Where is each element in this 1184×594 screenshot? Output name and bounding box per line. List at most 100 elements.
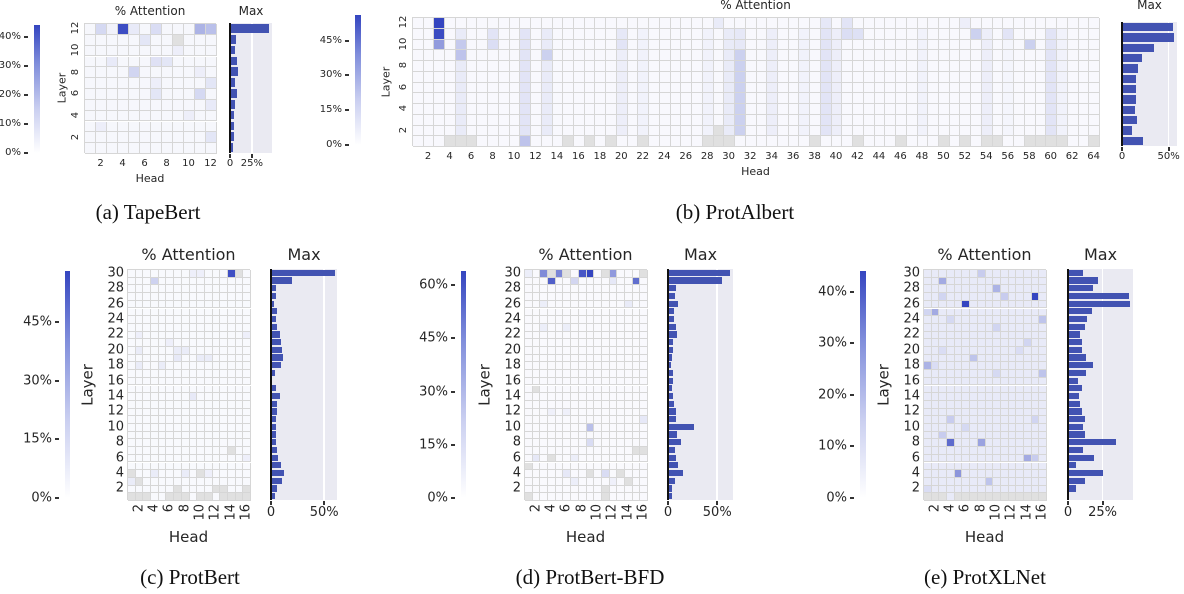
heatmap-cell [735,114,746,126]
heatmap-cell [885,93,897,104]
heatmap-cell [624,308,633,317]
heatmap-cell [563,447,572,455]
heatmap-cell [842,28,854,40]
heatmap-cell [906,104,918,115]
heatmap-cell [552,61,564,72]
max-x-tick [667,501,669,505]
y-tick-label: 8 [115,434,124,450]
heatmap-cell [970,477,978,486]
y-tick-label: 22 [504,326,521,342]
colorbar-tick [345,109,349,112]
heatmap-cell [541,82,553,94]
max-bar [271,423,277,430]
heatmap-cell [993,270,1001,278]
heatmap-cell [135,316,144,324]
heatmap-cell [1000,285,1009,294]
heatmap-cell [640,323,648,332]
heatmap-cell [477,39,489,51]
heatmap-cell [977,300,986,309]
heatmap-cell [1000,470,1009,478]
heatmap-cell [640,416,648,424]
y-tick-label: 8 [512,434,521,450]
heatmap-cell [1046,61,1058,72]
heatmap-cell [1067,61,1079,72]
heatmap-cell [578,270,587,278]
heatmap-cell [924,431,932,440]
heatmap-cell [624,270,633,278]
colorbar-tick-label: 20% [0,88,21,100]
heatmap-cell [166,362,175,371]
heatmap-cell [896,136,907,147]
heatmap-cell [143,308,152,317]
heatmap-cell [107,67,118,79]
heatmap-cell [692,93,703,104]
heatmap-cell [128,462,136,471]
heatmap-cell [977,393,986,401]
heatmap-cell [204,400,213,409]
colorbar [34,25,40,153]
heatmap-cell [151,439,159,448]
heatmap-cell [586,316,595,324]
x-tick-label: 38 [808,151,821,162]
heatmap-cell [578,339,587,347]
heatmap-cell [670,93,682,104]
heatmap-cell [413,18,424,29]
heatmap-cell [977,416,986,424]
x-tick-label: 18 [593,151,607,162]
heatmap-cell [1008,285,1017,294]
heatmap-cell [204,370,213,378]
heatmap-cell [525,393,533,401]
x-axis-label: Head [741,165,770,178]
max-panel-title: Max [1083,245,1118,264]
heatmap-cell [609,493,618,501]
heatmap-cell [197,277,205,286]
heatmap-cell [571,323,579,332]
heatmap-cell [166,323,175,332]
heatmap-cell [993,470,1001,478]
heatmap-cell [594,416,602,424]
heatmap-cell [509,125,521,137]
heatmap-title: % Attention [538,245,633,264]
max-bar [271,331,280,338]
heatmap-cell [212,277,221,286]
heatmap-cell [563,362,572,371]
heatmap-cell [831,125,843,137]
heatmap-cell [609,416,618,424]
heatmap-cell [151,34,162,46]
heatmap-cell [1003,104,1015,115]
max-bar [271,339,281,346]
heatmap-cell [158,416,167,424]
heatmap-cell [1039,447,1047,455]
heatmap-cell [594,300,602,309]
heatmap-cell [129,34,140,46]
heatmap-cell [595,18,607,29]
heatmap-cell [143,270,152,278]
heatmap-cell [1000,454,1009,463]
heatmap-cell [971,104,982,115]
heatmap-cell [434,71,446,83]
heatmap-cell [820,61,832,72]
heatmap-cell [197,416,205,424]
heatmap-cell [586,408,595,417]
heatmap-cell [151,416,159,424]
heatmap-cell [563,462,572,471]
heatmap-cell [552,50,564,61]
heatmap-cell [649,71,660,83]
max-bar [230,89,237,98]
heatmap-cell [609,347,618,355]
heatmap-cell [173,99,184,111]
heatmap-cell [166,454,175,463]
heatmap-cell [609,308,618,317]
heatmap-cell [993,454,1001,463]
heatmap-cell [601,300,610,309]
heatmap-cell [85,99,96,111]
heatmap-cell [107,56,118,68]
heatmap-cell [1046,136,1058,147]
heatmap-cell [735,28,746,40]
y-tick-label: 28 [903,280,920,296]
heatmap-cell [158,493,167,501]
max-x-tick-label: 0 [1063,505,1073,520]
heatmap-cell [571,447,579,455]
heatmap-cell [184,143,195,154]
heatmap-cell [947,277,955,286]
